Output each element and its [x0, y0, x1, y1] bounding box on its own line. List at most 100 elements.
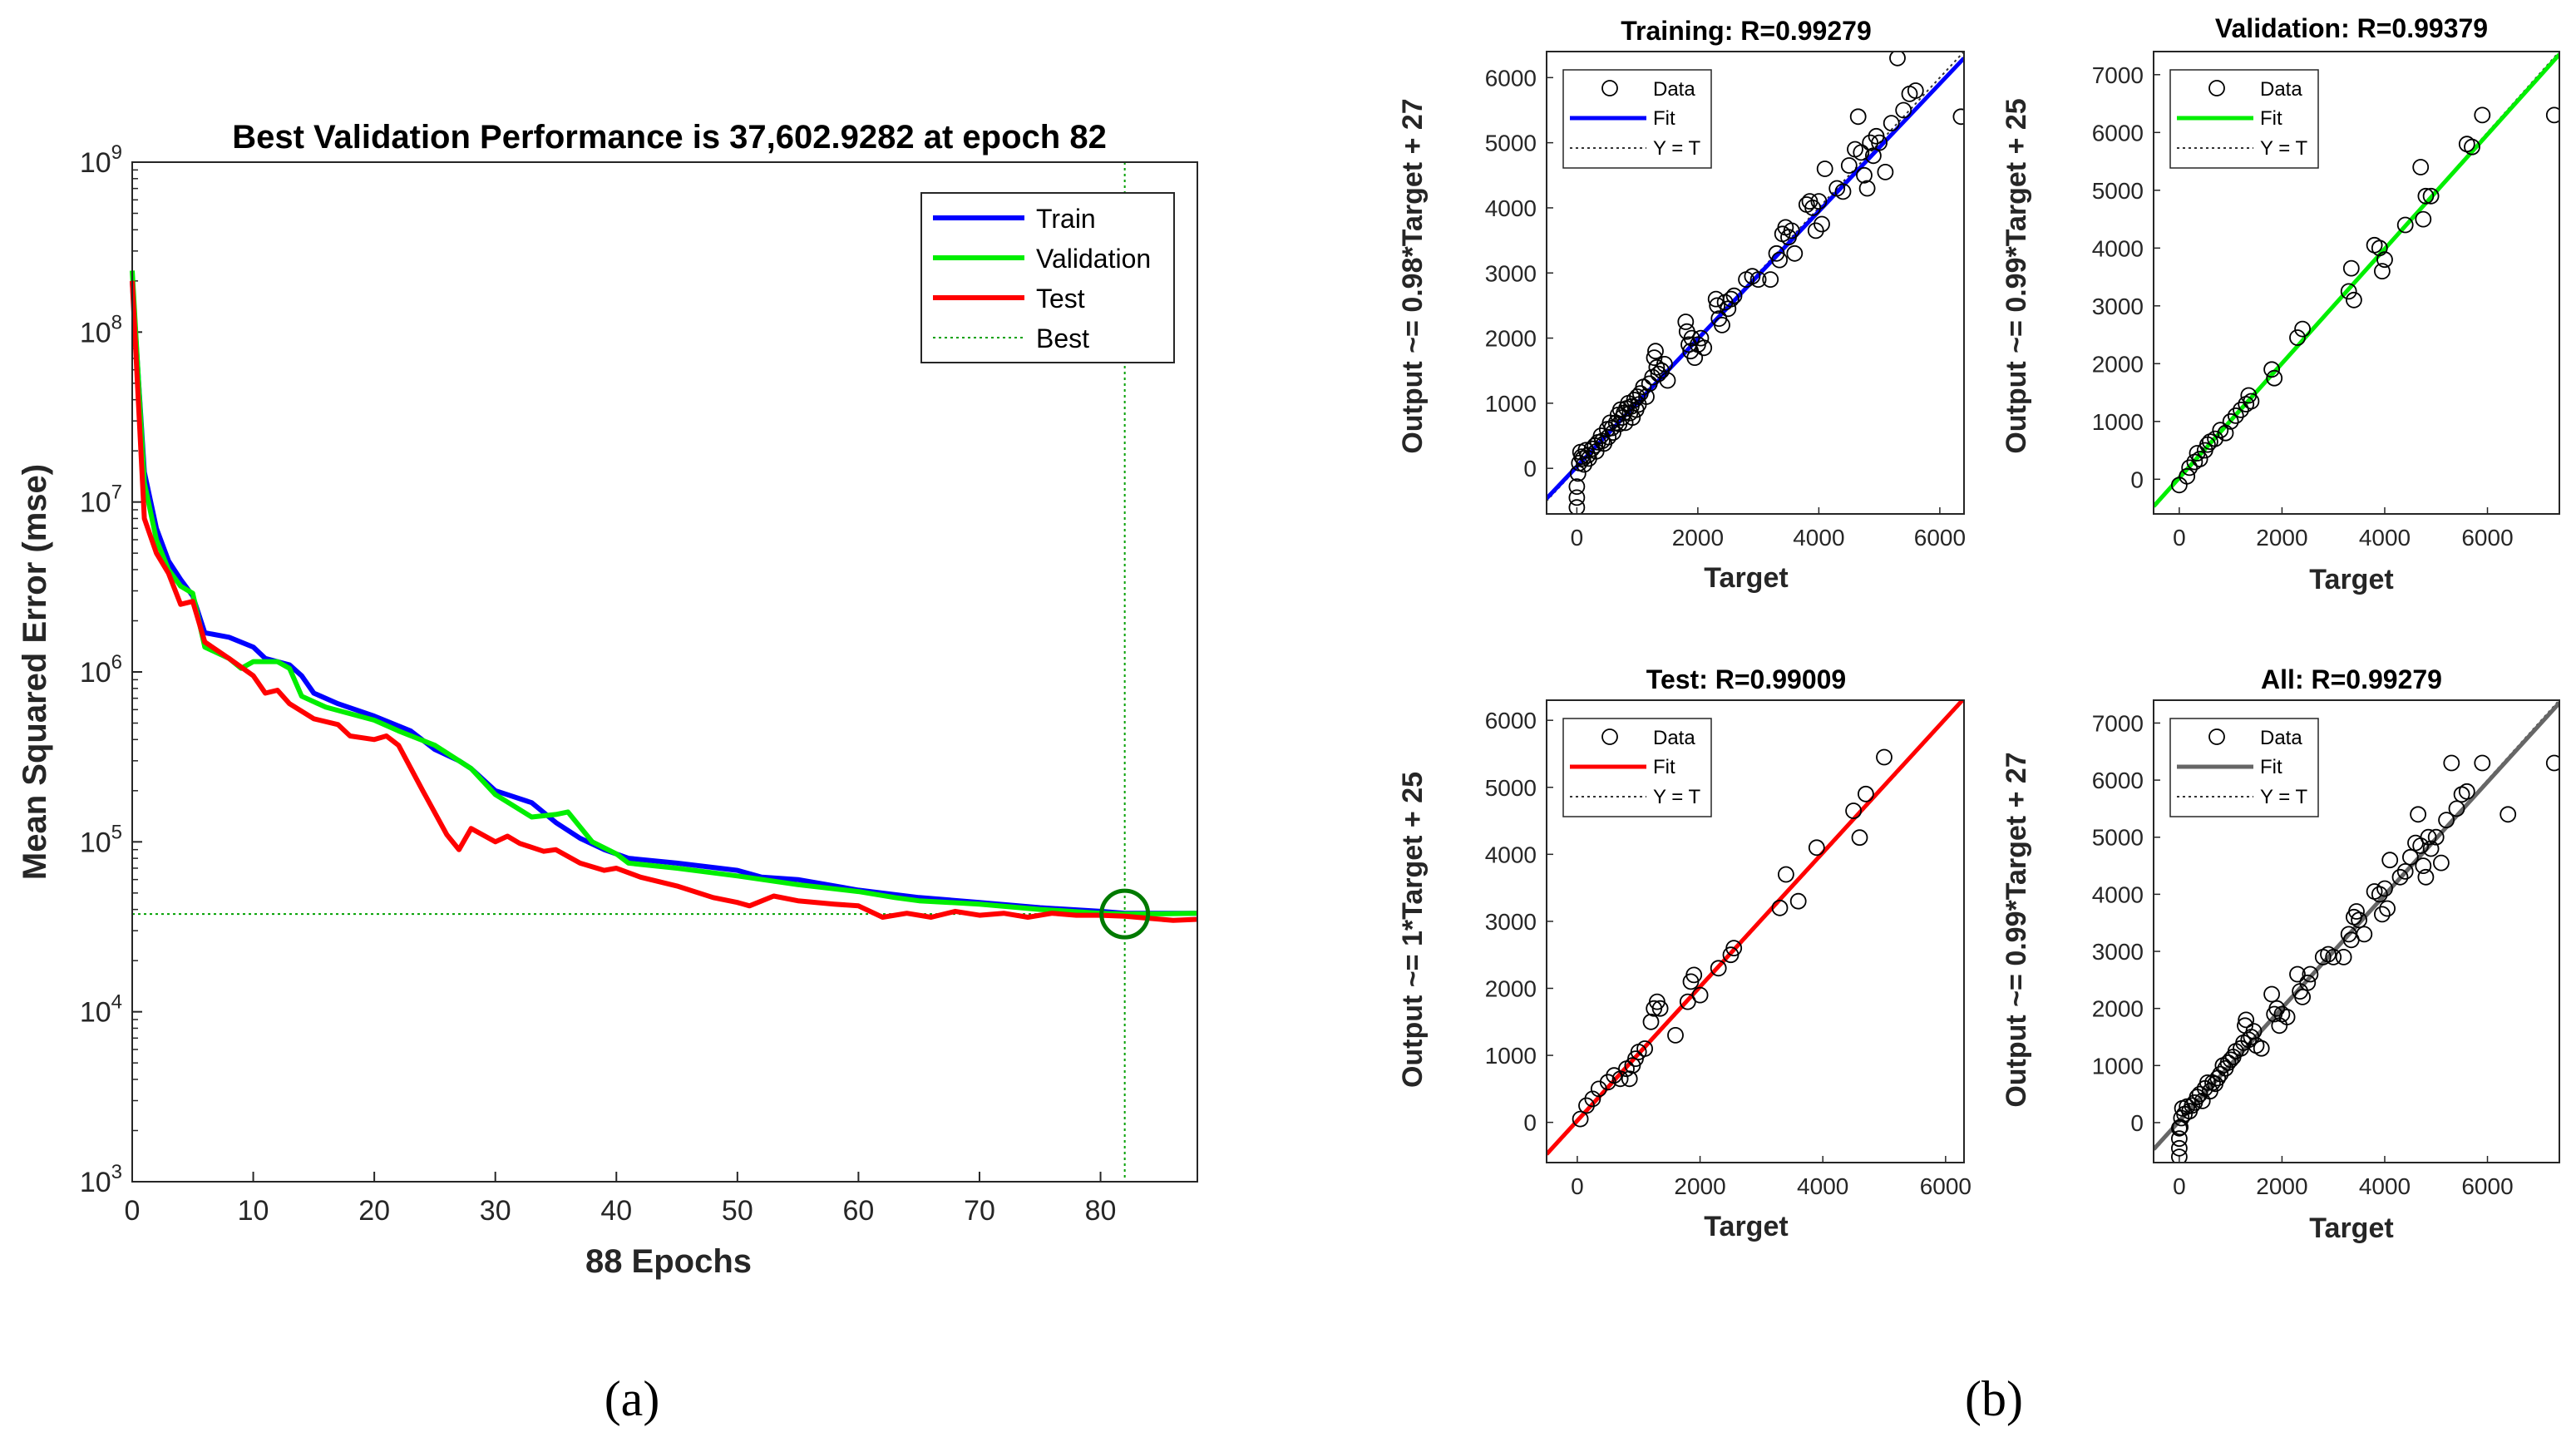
- data-point: [2420, 828, 2437, 846]
- all-regression-chart: All: R=0.99279 0 2000 4000 6000 0 1000 2000 300…: [2001, 664, 2560, 1244]
- data-point: [2325, 949, 2342, 965]
- data-point: [2422, 840, 2440, 857]
- data-point: [2222, 412, 2239, 430]
- data-point: [1858, 180, 1876, 197]
- legend-label-identity: Y = T: [2260, 786, 2307, 808]
- data-point: [1667, 1027, 1684, 1044]
- x-tick-label: 0: [1571, 1173, 1584, 1199]
- legend-swatch-data: [1601, 80, 1618, 96]
- data-point: [1952, 108, 1964, 126]
- legend-label-fit: Fit: [2260, 756, 2282, 778]
- y-tick-label: 2000: [1485, 326, 1537, 352]
- data-point: [1808, 839, 1825, 857]
- test-y-axis-label: Output ~= 1*Target + 25: [1397, 772, 1429, 1088]
- data-point: [2401, 848, 2419, 866]
- y-tick-label: 105: [80, 821, 122, 858]
- data-point: [2289, 965, 2306, 983]
- data-point: [2263, 985, 2281, 1003]
- data-point: [1636, 1040, 1653, 1057]
- data-point: [2356, 926, 2373, 943]
- x-tick-label: 2000: [1674, 1173, 1725, 1199]
- test-legend: Data Fit Y = T: [1562, 718, 1712, 817]
- data-point: [2438, 812, 2455, 828]
- performance-chart: Best Validation Performance is 37,602.92…: [17, 119, 1198, 1280]
- data-point: [1849, 108, 1867, 126]
- y-tick-label: 1000: [2092, 409, 2144, 435]
- data-point: [2219, 1054, 2237, 1071]
- data-point: [2170, 1139, 2188, 1157]
- data-point: [2474, 754, 2491, 772]
- y-tick-label: 4000: [1485, 842, 1537, 867]
- performance-y-axis-label: Mean Squared Error (mse): [17, 464, 53, 880]
- data-point: [2373, 906, 2391, 923]
- data-point: [2448, 800, 2465, 817]
- data-point: [2432, 854, 2450, 872]
- data-point: [2422, 187, 2440, 205]
- y-tick-label: 0: [2130, 467, 2144, 492]
- x-tick-label: 20: [358, 1195, 390, 1227]
- validation-chart-title: Validation: R=0.99379: [2215, 13, 2488, 43]
- data-point: [2391, 868, 2409, 886]
- data-point: [2299, 974, 2317, 991]
- data-point: [2373, 263, 2391, 280]
- data-point: [1851, 829, 1868, 847]
- y-tick-label: 3000: [2092, 939, 2144, 965]
- data-point: [2238, 1011, 2255, 1029]
- data-point: [1686, 349, 1704, 367]
- data-point: [1725, 940, 1743, 956]
- performance-chart-title: Best Validation Performance is 37,602.92…: [232, 119, 1107, 156]
- data-point: [1840, 157, 1858, 174]
- data-point: [2396, 863, 2414, 880]
- legend-label-data: Data: [1653, 727, 1695, 749]
- data-point: [2184, 1097, 2201, 1114]
- data-point: [2443, 754, 2460, 772]
- fit-line: [1547, 700, 1964, 1156]
- y-tick-label: 7000: [2092, 710, 2144, 736]
- y-tick-label: 3000: [2092, 294, 2144, 319]
- data-point: [1621, 1070, 1638, 1088]
- all-y-axis-label: Output ~= 0.99*Target + 27: [2001, 752, 2032, 1107]
- x-tick-label: 4000: [2359, 525, 2411, 551]
- data-point: [1814, 215, 1830, 233]
- data-point: [2381, 852, 2399, 869]
- data-point: [2181, 459, 2198, 477]
- legend-label-fit: Fit: [1653, 756, 1675, 778]
- data-point: [1889, 52, 1906, 67]
- data-point: [1810, 193, 1828, 210]
- x-tick-label: 0: [2173, 525, 2186, 551]
- y-tick-label: 7000: [2092, 62, 2144, 88]
- data-point: [2243, 393, 2260, 410]
- test-plot-area: 0 2000 4000 6000 0 1000 2000 3000 4000 5000 6000: [1485, 699, 1971, 1199]
- y-tick-label: 1000: [1485, 1043, 1537, 1069]
- data-point: [2278, 1009, 2296, 1025]
- test-x-axis-label: Target: [1704, 1211, 1788, 1242]
- y-tick-label: 0: [1523, 456, 1537, 481]
- data-point: [1642, 1013, 1660, 1030]
- y-tick-label: 4000: [2092, 235, 2144, 261]
- data-point: [2222, 1051, 2239, 1069]
- data-point: [1691, 986, 1709, 1004]
- data-point: [1816, 160, 1833, 177]
- training-y-axis-label: Output ~= 0.98*Target + 27: [1397, 98, 1429, 453]
- all-plot-frame: [2153, 699, 2560, 1163]
- data-point: [1648, 358, 1666, 376]
- data-point: [2376, 251, 2393, 269]
- data-point: [2458, 783, 2475, 800]
- y-tick-label: 0: [1523, 1110, 1537, 1136]
- data-point: [1683, 329, 1700, 347]
- y-tick-label: 3000: [1485, 260, 1537, 286]
- data-point: [1626, 392, 1643, 408]
- data-point: [2412, 159, 2430, 175]
- data-point: [1568, 478, 1586, 495]
- training-plot-frame: [1546, 51, 1965, 515]
- data-point: [1722, 290, 1740, 308]
- test-plot-frame: [1546, 699, 1965, 1163]
- x-tick-label: 6000: [2461, 525, 2513, 551]
- data-point: [2302, 965, 2319, 983]
- x-tick-label: 0: [1571, 525, 1584, 551]
- training-plot-content: [1547, 52, 1964, 514]
- data-point: [1862, 134, 1879, 151]
- y-tick-label: 1000: [2092, 1053, 2144, 1079]
- data-point: [2227, 407, 2244, 424]
